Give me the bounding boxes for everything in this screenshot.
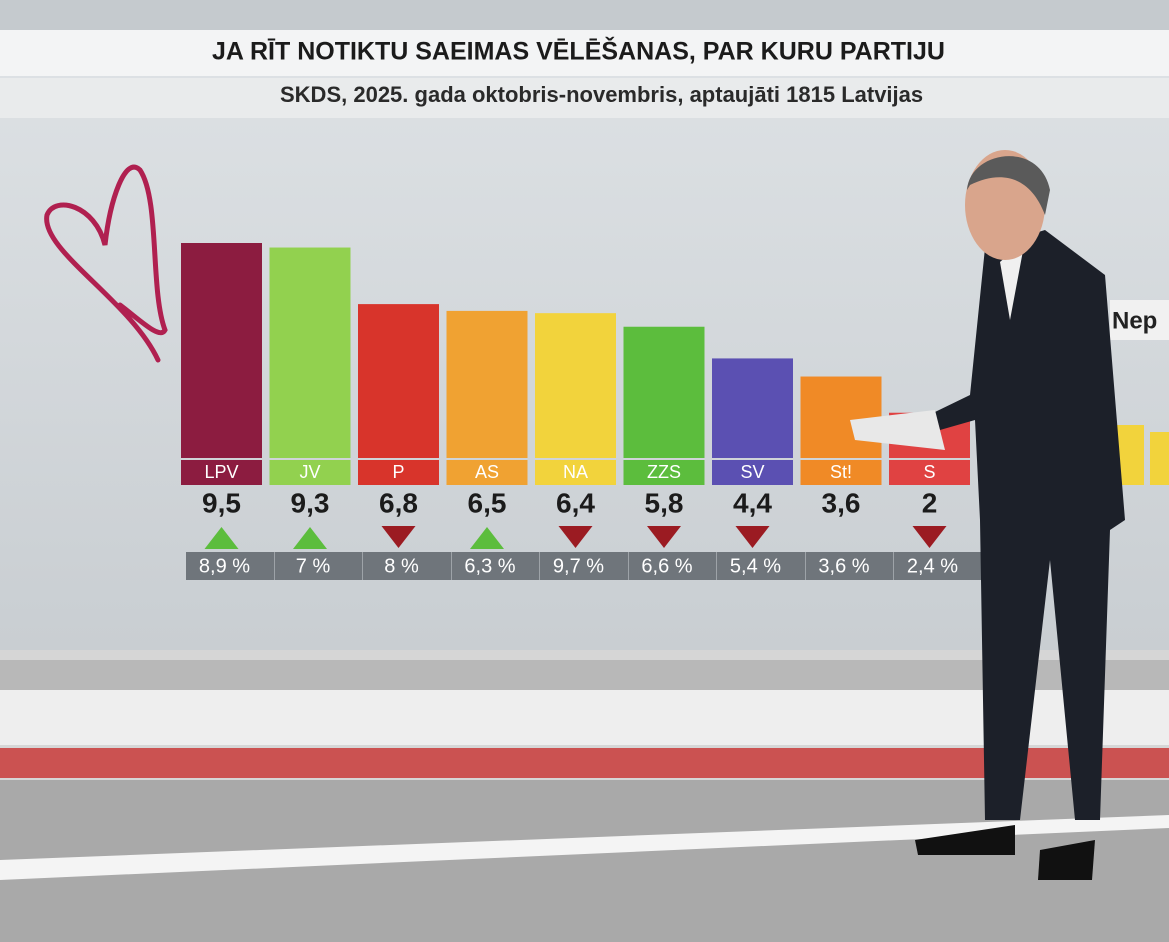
chart-subtitle: SKDS, 2025. gada oktobris-novembris, apt… — [280, 82, 923, 107]
previous-label: 3,6 % — [818, 555, 869, 577]
previous-box — [451, 552, 540, 580]
category-label: ZZS — [647, 462, 681, 482]
bar — [181, 243, 262, 458]
presenter-shoe — [915, 825, 1015, 855]
bar — [623, 326, 705, 458]
studio-ledge — [0, 660, 1169, 690]
previous-box — [186, 552, 274, 580]
bar — [358, 304, 439, 458]
value-label: 6,8 — [379, 487, 418, 518]
value-label: 5,8 — [645, 487, 684, 518]
floor-line — [0, 815, 1169, 880]
category-label: St! — [830, 462, 852, 482]
value-label: 3,6 — [822, 487, 861, 518]
previous-box — [363, 552, 451, 580]
trend-up — [470, 527, 504, 549]
previous-label: 6,6 % — [641, 555, 692, 577]
bars: LPV 9,5 8,9 % JV 9,3 7 % P 6,8 8 % AS 6,5 6,3 % NA 6,… — [181, 243, 982, 580]
value-label: 4,4 — [733, 487, 772, 518]
value-label: 2 — [922, 487, 938, 518]
trend-down — [381, 526, 416, 548]
trend-down — [558, 526, 593, 548]
chart-title: JA RĪT NOTIKTU SAEIMAS VĒLĒŠANAS, PAR KU… — [212, 36, 945, 66]
category-label: JV — [299, 462, 320, 482]
partial-bar — [1150, 432, 1169, 485]
bar — [269, 247, 351, 458]
bar — [535, 313, 616, 458]
trend-down — [912, 526, 947, 548]
heart-doodle — [44, 164, 168, 363]
category-box — [712, 460, 793, 485]
value-label: 6,4 — [556, 487, 595, 518]
presenter-paper — [850, 410, 945, 450]
partial-label: Nep — [1112, 307, 1157, 334]
value-label: 9,3 — [291, 487, 330, 518]
category-box — [535, 460, 616, 485]
previous-label: 2,4 % — [907, 555, 958, 577]
category-box — [269, 460, 351, 485]
category-label: S — [923, 462, 935, 482]
title-band — [0, 30, 1169, 76]
presenter-suit — [935, 230, 1125, 820]
previous-label: 7 % — [296, 555, 331, 577]
category-label: LPV — [204, 462, 238, 482]
studio-wall — [0, 690, 1169, 745]
bar — [800, 376, 882, 458]
category-label: NA — [563, 462, 588, 482]
bar — [446, 310, 528, 458]
trend-up — [204, 527, 239, 549]
previous-box — [805, 552, 894, 580]
category-box — [181, 460, 262, 485]
category-box — [800, 460, 882, 485]
category-box — [889, 460, 970, 485]
subtitle-band — [0, 78, 1169, 118]
previous-label: 8,9 % — [199, 555, 250, 577]
previous-box — [628, 552, 717, 580]
previous-box — [894, 552, 982, 580]
presenter — [850, 150, 1125, 880]
partial-label-box — [1110, 300, 1169, 340]
value-label: 9,5 — [202, 487, 241, 518]
value-label: 6,5 — [468, 487, 507, 518]
category-box — [623, 460, 705, 485]
category-box — [358, 460, 439, 485]
previous-box — [717, 552, 805, 580]
screen-top — [0, 0, 1169, 30]
previous-label: 9,7 % — [553, 555, 604, 577]
category-label: P — [392, 462, 404, 482]
previous-label: 6,3 % — [464, 555, 515, 577]
presenter-shoe — [1038, 840, 1095, 880]
category-label: SV — [740, 462, 764, 482]
trend-up — [293, 527, 327, 549]
previous-label: 5,4 % — [730, 555, 781, 577]
category-label: AS — [475, 462, 499, 482]
previous-box — [540, 552, 628, 580]
presenter-shirt — [1000, 240, 1025, 320]
previous-label: 8 % — [384, 555, 419, 577]
bar — [712, 358, 793, 458]
presenter-hair — [967, 156, 1050, 215]
previous-box — [274, 552, 363, 580]
trend-down — [647, 526, 681, 548]
studio-red-strip — [0, 748, 1169, 778]
category-box — [446, 460, 528, 485]
trend-down — [735, 526, 770, 548]
